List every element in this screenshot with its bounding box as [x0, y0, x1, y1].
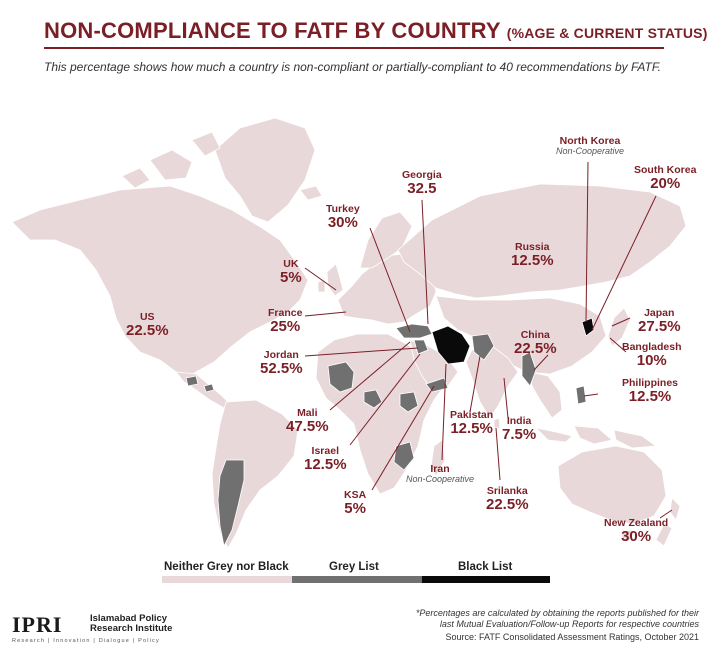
- mali-name: Mali: [297, 407, 318, 419]
- legend-black-label: Black List: [458, 561, 513, 573]
- france-name: France: [268, 307, 303, 319]
- north-korea-status: Non-Cooperative: [556, 146, 625, 157]
- label-japan: Japan 27.5%: [638, 307, 681, 336]
- label-france: France 25%: [268, 307, 303, 336]
- logo-tagline: Research | Innovation | Dialogue | Polic…: [12, 638, 160, 644]
- label-bangladesh: Bangladesh 10%: [622, 341, 682, 370]
- bangladesh-value: 10%: [636, 352, 667, 370]
- bangladesh-name: Bangladesh: [622, 341, 682, 353]
- south-korea-value: 20%: [650, 175, 681, 193]
- uk-name: UK: [283, 258, 299, 270]
- south-korea-name: South Korea: [634, 164, 697, 176]
- legend-black-swatch: [422, 576, 550, 583]
- source-note: Source: FATF Consolidated Assessment Rat…: [445, 632, 699, 642]
- footnote-line-1: *Percentages are calculated by obtaining…: [415, 608, 699, 618]
- china-value: 22.5%: [514, 340, 557, 358]
- legend-grey-label: Grey List: [329, 561, 379, 573]
- russia-name: Russia: [515, 241, 550, 253]
- ksa-name: KSA: [344, 489, 367, 501]
- title-underline: [44, 47, 664, 49]
- russia-value: 12.5%: [511, 252, 554, 270]
- iran-name: Iran: [430, 463, 450, 475]
- land-neither: [11, 117, 687, 549]
- turkey-name: Turkey: [326, 203, 360, 215]
- subtitle: This percentage shows how much a country…: [44, 60, 661, 74]
- label-pakistan: Pakistan 12.5%: [450, 409, 494, 438]
- jordan-name: Jordan: [263, 349, 299, 361]
- north-korea-name: North Korea: [559, 135, 621, 147]
- japan-value: 27.5%: [638, 318, 681, 336]
- georgia-value: 32.5: [407, 180, 437, 198]
- new-zealand-name: New Zealand: [604, 517, 669, 529]
- label-israel: Israel 12.5%: [304, 445, 347, 474]
- label-iran: Iran Non-Cooperative: [406, 463, 475, 485]
- ipri-logo: IPRI Islamabad Policy Research Institute…: [12, 612, 172, 644]
- label-china: China 22.5%: [514, 329, 557, 358]
- ksa-value: 5%: [344, 500, 366, 518]
- footnote: *Percentages are calculated by obtaining…: [416, 608, 699, 630]
- title-sub: (%AGE & CURRENT STATUS): [506, 25, 708, 41]
- leader-lines: [304, 161, 673, 519]
- label-ksa: KSA 5%: [344, 489, 367, 518]
- label-turkey: Turkey 30%: [326, 203, 360, 232]
- mali-value: 47.5%: [286, 418, 329, 436]
- label-georgia: Georgia 32.5: [402, 169, 442, 198]
- title-main: NON-COMPLIANCE TO FATF BY COUNTRY: [44, 18, 501, 43]
- land-black-list: [431, 317, 595, 365]
- label-new-zealand: New Zealand 30%: [604, 517, 669, 546]
- uk-value: 5%: [280, 269, 302, 287]
- us-name: US: [139, 311, 155, 323]
- footnote-line-2: last Mutual Evaluation/Follow-up Reports…: [439, 618, 699, 629]
- new-zealand-value: 30%: [621, 528, 652, 546]
- china-name: China: [520, 329, 550, 341]
- france-value: 25%: [270, 318, 301, 336]
- legend-grey-swatch: [292, 576, 422, 583]
- org-line-1: Islamabad Policy: [90, 613, 168, 624]
- philippines-name: Philippines: [622, 377, 679, 389]
- label-south-korea: South Korea 20%: [634, 164, 697, 193]
- jordan-value: 52.5%: [260, 360, 303, 378]
- label-philippines: Philippines 12.5%: [622, 377, 679, 406]
- label-mali: Mali 47.5%: [286, 407, 329, 436]
- label-srilanka: Srilanka 22.5%: [486, 485, 529, 514]
- india-name: India: [506, 415, 532, 427]
- land-grey-list: [185, 323, 587, 548]
- label-north-korea: North Korea Non-Cooperative: [556, 135, 625, 157]
- page-title: NON-COMPLIANCE TO FATF BY COUNTRY (%AGE …: [44, 18, 708, 44]
- label-india: India 7.5%: [502, 415, 537, 444]
- org-line-2: Research Institute: [90, 623, 173, 635]
- turkey-value: 30%: [327, 214, 358, 232]
- iran-status: Non-Cooperative: [406, 474, 475, 485]
- georgia-name: Georgia: [402, 169, 442, 181]
- israel-value: 12.5%: [304, 456, 347, 474]
- label-jordan: Jordan 52.5%: [260, 349, 303, 378]
- pakistan-value: 12.5%: [450, 420, 493, 438]
- japan-name: Japan: [644, 307, 675, 319]
- philippines-value: 12.5%: [628, 388, 672, 406]
- legend-neither-label: Neither Grey nor Black: [164, 561, 289, 573]
- label-uk: UK 5%: [280, 258, 302, 287]
- india-value: 7.5%: [502, 426, 537, 444]
- us-value: 22.5%: [126, 322, 169, 340]
- logo-org-name: Islamabad Policy Research Institute: [90, 613, 173, 635]
- srilanka-name: Srilanka: [486, 485, 528, 497]
- legend-neither-swatch: [162, 576, 292, 583]
- srilanka-value: 22.5%: [486, 496, 529, 514]
- israel-name: Israel: [311, 445, 339, 457]
- pakistan-name: Pakistan: [450, 409, 494, 421]
- logo-wordmark: IPRI: [12, 612, 63, 637]
- label-russia: Russia 12.5%: [511, 241, 554, 270]
- label-us: US 22.5%: [126, 311, 169, 340]
